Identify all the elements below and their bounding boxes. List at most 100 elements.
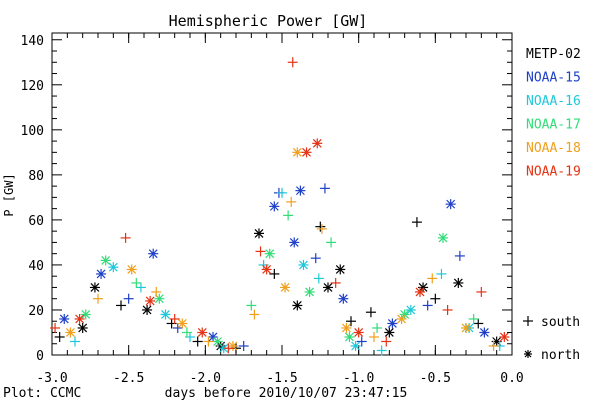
chart-title: Hemispheric Power [GW] — [169, 12, 368, 30]
data-point-north — [338, 293, 349, 304]
star-d2 — [438, 233, 448, 243]
data-point-north — [304, 286, 315, 297]
star-d2 — [208, 332, 218, 342]
data-point-north — [269, 201, 280, 212]
data-point-north — [145, 295, 156, 306]
star-d2 — [305, 287, 315, 297]
data-point-north — [312, 138, 323, 149]
legend-south-label: south — [541, 315, 580, 330]
star-d2 — [65, 328, 75, 337]
data-point-south — [372, 322, 383, 333]
legend-north-marker — [524, 350, 532, 358]
star-d2 — [254, 228, 264, 238]
star-d2 — [461, 323, 471, 333]
star-d2 — [338, 294, 348, 304]
data-point-north — [177, 318, 188, 329]
data-point-north — [415, 286, 425, 297]
data-point-north — [100, 255, 111, 266]
data-point-north — [499, 331, 510, 342]
data-point-north — [96, 268, 107, 279]
data-point-north — [350, 340, 361, 351]
data-point-north — [227, 340, 238, 351]
data-point-south — [169, 313, 180, 324]
legend-entry: NOAA-15 — [526, 71, 581, 86]
y-tick-label: 40 — [28, 259, 44, 274]
data-point-north — [405, 304, 416, 315]
data-point-north — [80, 309, 91, 320]
star-d2 — [127, 265, 137, 274]
data-point-north — [154, 293, 165, 304]
data-point-south — [488, 340, 499, 351]
x-tick-label: -2.0 — [190, 371, 221, 386]
data-point-north — [261, 264, 272, 275]
plot-credit: Plot: CCMC — [3, 386, 81, 400]
data-point-south — [269, 268, 280, 279]
data-point-south — [277, 187, 287, 198]
star-d2 — [335, 265, 345, 274]
star-d2 — [524, 350, 532, 358]
star-d2 — [446, 199, 456, 209]
data-point-south — [436, 268, 447, 279]
data-point-north — [301, 147, 312, 158]
legend-entry: NOAA-17 — [526, 118, 581, 133]
star-d2 — [384, 328, 394, 337]
star-d2 — [415, 287, 425, 297]
data-point-south — [116, 300, 126, 311]
x-tick-label: -1.0 — [343, 371, 374, 386]
y-tick-label: 0 — [36, 349, 44, 364]
data-point-north — [254, 228, 264, 239]
data-point-south — [376, 345, 387, 356]
data-point-north — [479, 327, 490, 338]
data-point-south — [430, 293, 441, 304]
data-point-south — [287, 57, 298, 68]
data-point-north — [384, 327, 395, 338]
data-point-south — [316, 223, 327, 234]
data-point-north — [341, 322, 352, 333]
star-d2 — [312, 138, 322, 148]
data-point-south — [120, 232, 131, 243]
data-point-south — [369, 331, 379, 342]
data-point-south — [326, 237, 337, 248]
star-d2 — [345, 332, 354, 342]
data-point-south — [192, 336, 203, 347]
data-point-south — [50, 322, 61, 333]
star-d2 — [292, 147, 302, 157]
star-d2 — [145, 296, 155, 306]
data-point-north — [298, 259, 309, 270]
data-point-north — [148, 248, 159, 259]
data-point-north — [353, 327, 364, 338]
data-point-north — [126, 264, 137, 275]
star-d2 — [78, 323, 88, 333]
data-point-south — [93, 293, 103, 304]
data-point-north — [445, 199, 456, 210]
star-d2 — [406, 305, 416, 315]
data-point-north — [108, 262, 119, 273]
star-d2 — [289, 237, 299, 247]
star-d2 — [269, 201, 279, 211]
star-d2 — [453, 278, 463, 288]
data-point-south — [319, 183, 330, 194]
x-tick-label: -3.0 — [36, 371, 67, 386]
data-point-south — [203, 336, 214, 347]
data-point-south — [131, 277, 142, 288]
y-tick-label: 20 — [28, 304, 44, 319]
star-d2 — [351, 341, 361, 351]
data-point-north — [292, 147, 303, 158]
data-point-south — [249, 309, 260, 320]
legend: METP-02 NOAA-15 NOAA-16 NOAA-17 NOAA-18 NOAA-… — [523, 47, 581, 363]
x-tick-label: -0.5 — [420, 371, 451, 386]
star-d2 — [280, 283, 290, 292]
star-d2 — [90, 283, 100, 292]
data-point-south — [135, 282, 146, 293]
star-d2 — [75, 314, 85, 324]
data-point-south — [473, 318, 484, 329]
data-point-north — [89, 282, 100, 293]
star-d2 — [59, 314, 69, 324]
data-point-north — [212, 336, 223, 347]
data-point-north — [438, 232, 448, 243]
data-point-north — [160, 309, 171, 320]
y-tick-label: 120 — [21, 79, 44, 94]
star-d2 — [148, 249, 158, 259]
y-tick-label: 60 — [28, 214, 44, 229]
